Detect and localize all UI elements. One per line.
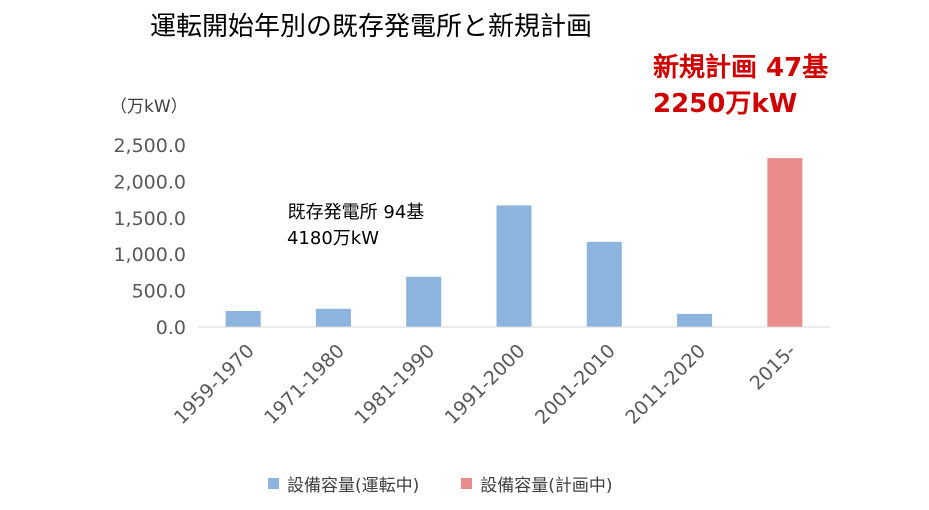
bar-1981-1990 xyxy=(406,276,442,327)
bar-1971-1980 xyxy=(315,308,351,327)
legend-item-planned: 設備容量(計画中) xyxy=(461,471,613,496)
bar-1959-1970 xyxy=(225,310,261,327)
y-axis-unit: （万kW） xyxy=(110,97,188,117)
bar-1991-2000 xyxy=(496,205,532,327)
x-tick-label: 2011-2020 xyxy=(621,340,710,429)
chart-title: 運転開始年別の既存発電所と新規計画 xyxy=(150,12,593,42)
x-tick-label: 1959-1970 xyxy=(170,340,259,429)
y-tick-label: 0.0 xyxy=(156,317,186,339)
new-plan-count: 新規計画 47基 xyxy=(653,53,829,83)
y-tick-label: 2,000.0 xyxy=(113,171,186,193)
bar-2001-2010 xyxy=(586,241,622,327)
x-tick-label: 2015- xyxy=(746,340,801,395)
y-tick-label: 1,500.0 xyxy=(113,208,186,230)
legend-swatch-operating xyxy=(268,478,279,489)
legend-item-operating: 設備容量(運転中) xyxy=(268,471,419,496)
x-axis-ticks: 1959-1970 1971-1980 1981-1990 1991-2000 2001… xyxy=(170,340,801,429)
x-tick-label: 1981-1990 xyxy=(350,340,439,429)
x-tick-label: 1991-2000 xyxy=(441,340,530,429)
y-tick-label: 1,000.0 xyxy=(113,244,186,266)
x-tick-label: 2001-2010 xyxy=(531,340,620,429)
new-plan-callout: 新規計画 47基 2250万kW xyxy=(653,50,828,122)
new-plan-capacity: 2250万kW xyxy=(653,89,798,119)
bar-2015- xyxy=(767,158,803,327)
bar-2011-2020 xyxy=(677,313,713,327)
y-tick-label: 500.0 xyxy=(132,281,186,303)
x-tick-label: 1971-1980 xyxy=(260,340,349,429)
y-axis-ticks: 0.0 500.0 1,000.0 1,500.0 2,000.0 2,500.0 xyxy=(113,135,186,339)
legend-label-operating: 設備容量(運転中) xyxy=(287,476,420,496)
y-tick-label: 2,500.0 xyxy=(113,135,186,157)
legend-label-planned: 設備容量(計画中) xyxy=(480,476,613,496)
legend-swatch-planned xyxy=(461,478,473,489)
existing-plants-count: 既存発電所 94基 xyxy=(288,202,425,223)
bars xyxy=(225,158,803,327)
existing-plants-capacity: 4180万kW xyxy=(287,228,379,249)
legend: 設備容量(運転中) 設備容量(計画中) xyxy=(268,471,655,496)
